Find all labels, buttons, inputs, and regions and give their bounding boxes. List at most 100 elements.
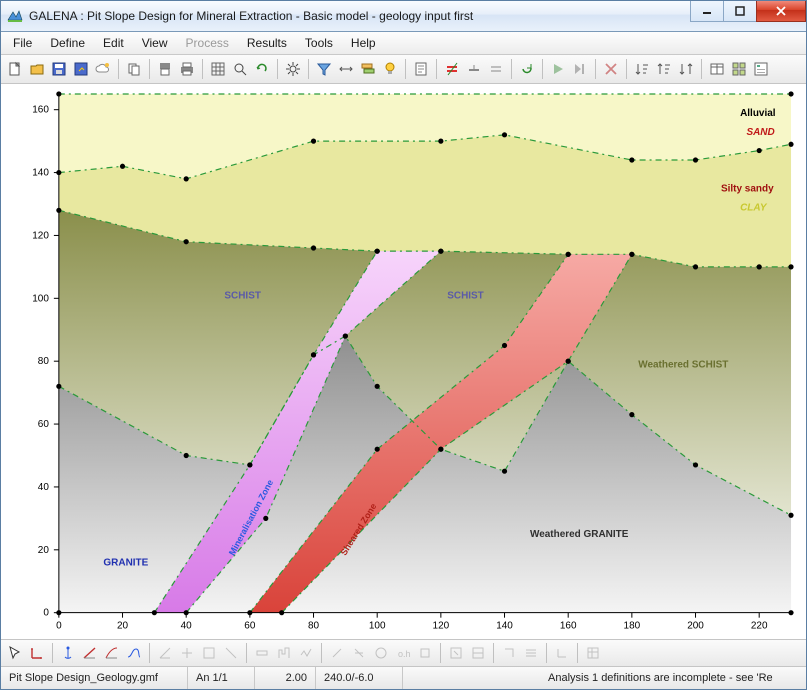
tool-k-icon[interactable]: o.h. — [393, 643, 413, 663]
toolbar-main — [1, 55, 806, 84]
anchor-icon[interactable] — [58, 643, 78, 663]
reload-icon[interactable] — [517, 59, 537, 79]
axis-icon[interactable] — [27, 643, 47, 663]
tool-r-icon[interactable] — [583, 643, 603, 663]
titlebar[interactable]: GALENA : Pit Slope Design for Mineral Ex… — [1, 1, 806, 32]
svg-text:220: 220 — [751, 621, 768, 632]
svg-text:140: 140 — [496, 621, 513, 632]
menu-define[interactable]: Define — [42, 34, 93, 52]
menu-results[interactable]: Results — [239, 34, 295, 52]
tool-e-icon[interactable] — [252, 643, 272, 663]
toolbar-bottom: o.h. — [1, 639, 806, 667]
tool-a-icon[interactable] — [155, 643, 175, 663]
svg-text:120: 120 — [32, 230, 49, 241]
tool-d-icon[interactable] — [221, 643, 241, 663]
svg-text:60: 60 — [244, 621, 256, 632]
svg-text:100: 100 — [369, 621, 386, 632]
svg-text:0: 0 — [56, 621, 62, 632]
save-as-icon[interactable] — [71, 59, 91, 79]
play-icon[interactable] — [548, 59, 568, 79]
sort3-icon[interactable] — [676, 59, 696, 79]
svg-text:0: 0 — [43, 608, 49, 619]
plot-area[interactable]: 0204060801001201401601802002200204060801… — [1, 84, 806, 639]
refresh-icon[interactable] — [252, 59, 272, 79]
grid2-icon[interactable] — [729, 59, 749, 79]
close-button[interactable] — [756, 1, 806, 22]
svg-text:80: 80 — [38, 356, 50, 367]
menu-tools[interactable]: Tools — [297, 34, 341, 52]
tool-c-icon[interactable] — [199, 643, 219, 663]
sort2-icon[interactable] — [654, 59, 674, 79]
new-icon[interactable] — [5, 59, 25, 79]
menubar: File Define Edit View Process Results To… — [1, 32, 806, 55]
slope1-icon[interactable] — [80, 643, 100, 663]
tool-m-icon[interactable] — [446, 643, 466, 663]
app-window: GALENA : Pit Slope Design for Mineral Ex… — [0, 0, 807, 690]
status-an: An 1/1 — [188, 667, 255, 689]
open-icon[interactable] — [27, 59, 47, 79]
toggle1-icon[interactable] — [464, 59, 484, 79]
print-icon[interactable] — [177, 59, 197, 79]
tool-o-icon[interactable] — [499, 643, 519, 663]
cloud-icon[interactable] — [93, 59, 113, 79]
width-icon[interactable] — [336, 59, 356, 79]
maximize-button[interactable] — [723, 1, 757, 22]
layers-icon[interactable] — [358, 59, 378, 79]
funnel-icon[interactable] — [314, 59, 334, 79]
svg-text:160: 160 — [560, 621, 577, 632]
menu-help[interactable]: Help — [343, 34, 384, 52]
gear-icon[interactable] — [283, 59, 303, 79]
svg-text:Silty sandy: Silty sandy — [721, 183, 774, 194]
tool-f-icon[interactable] — [274, 643, 294, 663]
svg-text:200: 200 — [687, 621, 704, 632]
tool-j-icon[interactable] — [371, 643, 391, 663]
form-icon[interactable] — [751, 59, 771, 79]
slope2-icon[interactable] — [102, 643, 122, 663]
status-file: Pit Slope Design_Geology.gmf — [1, 667, 188, 689]
svg-text:GRANITE: GRANITE — [103, 558, 148, 569]
svg-text:160: 160 — [32, 105, 49, 116]
grid-icon[interactable] — [208, 59, 228, 79]
svg-text:80: 80 — [308, 621, 320, 632]
svg-text:100: 100 — [32, 293, 49, 304]
table-icon[interactable] — [707, 59, 727, 79]
cursor-icon[interactable] — [5, 643, 25, 663]
step-icon[interactable] — [570, 59, 590, 79]
tool-q-icon[interactable] — [552, 643, 572, 663]
print-preview-icon[interactable] — [155, 59, 175, 79]
delete-icon[interactable] — [601, 59, 621, 79]
svg-text:20: 20 — [117, 621, 129, 632]
svg-text:140: 140 — [32, 168, 49, 179]
statusbar: Pit Slope Design_Geology.gmf An 1/1 2.00… — [1, 667, 806, 689]
sort1-icon[interactable] — [632, 59, 652, 79]
minimize-button[interactable] — [690, 1, 724, 22]
bulb-icon[interactable] — [380, 59, 400, 79]
menu-edit[interactable]: Edit — [95, 34, 132, 52]
menu-process[interactable]: Process — [178, 34, 237, 52]
save-icon[interactable] — [49, 59, 69, 79]
tool-i-icon[interactable] — [349, 643, 369, 663]
status-val1: 2.00 — [255, 667, 316, 689]
svg-text:SCHIST: SCHIST — [224, 290, 261, 301]
tool-b-icon[interactable] — [177, 643, 197, 663]
svg-text:Weathered SCHIST: Weathered SCHIST — [638, 359, 728, 370]
copy-icon[interactable] — [124, 59, 144, 79]
notes-icon[interactable] — [411, 59, 431, 79]
curve-icon[interactable] — [124, 643, 144, 663]
zoom-icon[interactable] — [230, 59, 250, 79]
svg-text:Alluvial: Alluvial — [740, 108, 776, 119]
svg-text:SAND: SAND — [746, 127, 774, 138]
equal-icon[interactable] — [442, 59, 462, 79]
toggle2-icon[interactable] — [486, 59, 506, 79]
tool-n-icon[interactable] — [468, 643, 488, 663]
menu-file[interactable]: File — [5, 34, 40, 52]
tool-p-icon[interactable] — [521, 643, 541, 663]
tool-g-icon[interactable] — [296, 643, 316, 663]
menu-view[interactable]: View — [134, 34, 176, 52]
svg-text:CLAY: CLAY — [740, 202, 768, 213]
svg-text:o.h.: o.h. — [398, 649, 411, 659]
tool-l-icon[interactable] — [415, 643, 435, 663]
svg-text:Weathered GRANITE: Weathered GRANITE — [530, 529, 629, 540]
svg-text:120: 120 — [433, 621, 450, 632]
tool-h-icon[interactable] — [327, 643, 347, 663]
